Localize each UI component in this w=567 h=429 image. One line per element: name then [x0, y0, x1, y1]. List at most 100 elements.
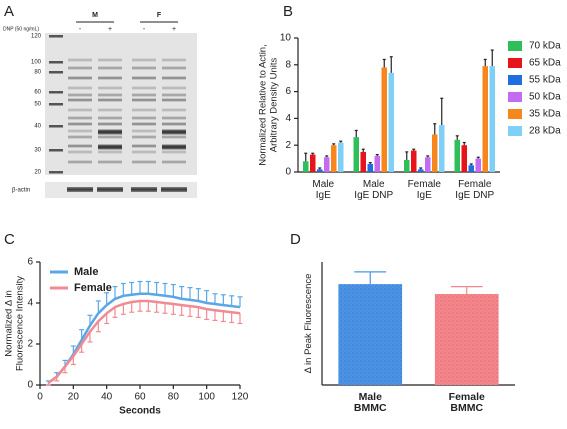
x-tick-label-line: BMMC — [354, 402, 387, 414]
actin-band — [67, 187, 93, 192]
blot-band — [68, 58, 92, 62]
legend-label: 65 kDa — [529, 58, 561, 69]
blot-membrane — [45, 33, 197, 175]
bar — [388, 72, 394, 172]
marker-label: 20 — [34, 170, 41, 176]
bar — [324, 157, 330, 172]
blot-band — [132, 129, 156, 133]
legend-swatch — [508, 126, 522, 136]
blot-band — [132, 122, 156, 126]
blot-band — [132, 144, 156, 148]
x-tick-label: Male IgE — [312, 179, 334, 201]
x-tick-label: Male IgE DNP — [354, 179, 393, 201]
bar — [461, 145, 467, 172]
blot-band — [162, 98, 186, 102]
blot-band — [132, 135, 156, 139]
bar — [331, 145, 337, 172]
ladder-band — [49, 35, 63, 38]
blot-band — [68, 108, 92, 112]
x-tick-label: Female IgE DNP — [455, 179, 494, 201]
y-axis-label-line: Arbitrary Density Units — [268, 58, 279, 153]
blot-band — [98, 144, 122, 150]
legend-swatch — [508, 41, 522, 51]
blot-band — [132, 93, 156, 97]
legend-swatch — [508, 58, 522, 68]
bar — [432, 134, 438, 172]
marker-label: 30 — [34, 148, 41, 154]
series-line — [47, 299, 241, 384]
y-axis-label: Δ in Peak Fluorescence — [303, 274, 314, 374]
panel-letter: B — [283, 3, 293, 20]
bar — [374, 155, 380, 172]
blot-band — [132, 76, 156, 80]
x-tick-label-line: IgE — [417, 190, 432, 201]
lane-label: + — [108, 26, 112, 33]
bar — [468, 165, 474, 172]
bar — [489, 66, 495, 172]
y-tick-label: 0 — [27, 380, 33, 391]
x-tick-label-line: IgE DNP — [455, 190, 494, 201]
marker-label: 100 — [31, 60, 42, 66]
legend-label: 28 kDa — [529, 126, 561, 137]
legend-label: 35 kDa — [529, 109, 561, 120]
y-tick-label: 4 — [27, 298, 33, 309]
blot-band — [68, 129, 92, 133]
x-tick-label: 60 — [134, 392, 146, 403]
blot-band — [98, 98, 122, 102]
ladder-band — [49, 61, 63, 64]
bar — [404, 159, 410, 172]
x-tick-label: 120 — [232, 392, 249, 403]
x-tick-label-line: IgE DNP — [354, 190, 393, 201]
actin-band — [97, 187, 123, 192]
blot-band — [98, 135, 122, 139]
blot-band — [68, 98, 92, 102]
bar — [317, 169, 323, 172]
blot-band — [98, 93, 122, 97]
blot-band — [162, 116, 186, 120]
y-tick-label: 0 — [285, 167, 291, 178]
blot-band — [68, 76, 92, 80]
blot-band — [98, 122, 122, 126]
x-tick-label: Female BMMC — [449, 391, 485, 414]
x-tick-label-line: Male — [359, 391, 383, 403]
legend-label: 55 kDa — [529, 75, 561, 86]
bar — [381, 67, 387, 172]
legend-label: 70 kDa — [529, 41, 561, 52]
y-axis-label-line: Δ in Peak Fluorescence — [303, 274, 314, 374]
y-tick-label: 8 — [285, 59, 291, 70]
blot-band — [162, 144, 186, 150]
y-axis-label-line: Normalized Relative to Actin, — [257, 44, 268, 165]
blot-band — [132, 116, 156, 120]
blot-band — [98, 116, 122, 120]
lane-label: + — [172, 26, 176, 33]
panel-letter: D — [290, 231, 301, 248]
actin-band — [161, 187, 187, 192]
y-tick-label: 2 — [285, 140, 291, 151]
blot-panel: A DNP (50 ng/mL) M F - + - + β-actin 120… — [3, 3, 197, 198]
x-tick-label: Female IgE — [408, 179, 442, 201]
y-axis-label-line: Fluorescence Intensity — [14, 276, 25, 371]
y-tick-label: 4 — [285, 113, 291, 124]
bar — [418, 169, 424, 172]
blot-band — [98, 150, 122, 154]
y-tick-label: 6 — [27, 257, 33, 268]
legend-label: Female — [74, 282, 112, 294]
ladder-band — [49, 103, 63, 106]
y-tick-label: 6 — [285, 86, 291, 97]
blot-band — [98, 58, 122, 62]
x-tick-label: 40 — [101, 392, 113, 403]
blot-band — [162, 93, 186, 97]
x-tick-label-line: Female — [458, 179, 492, 190]
bar — [475, 158, 481, 172]
bar — [367, 163, 373, 172]
blot-band — [98, 86, 122, 90]
bar — [360, 151, 366, 172]
blot-band — [132, 58, 156, 62]
y-axis-label: Normalized Δ inFluorescence Intensity — [3, 276, 25, 371]
bar-texture — [338, 284, 403, 385]
blot-band — [98, 160, 122, 164]
blot-band — [98, 76, 122, 80]
blot-band — [162, 122, 186, 126]
legend-swatch — [508, 92, 522, 102]
